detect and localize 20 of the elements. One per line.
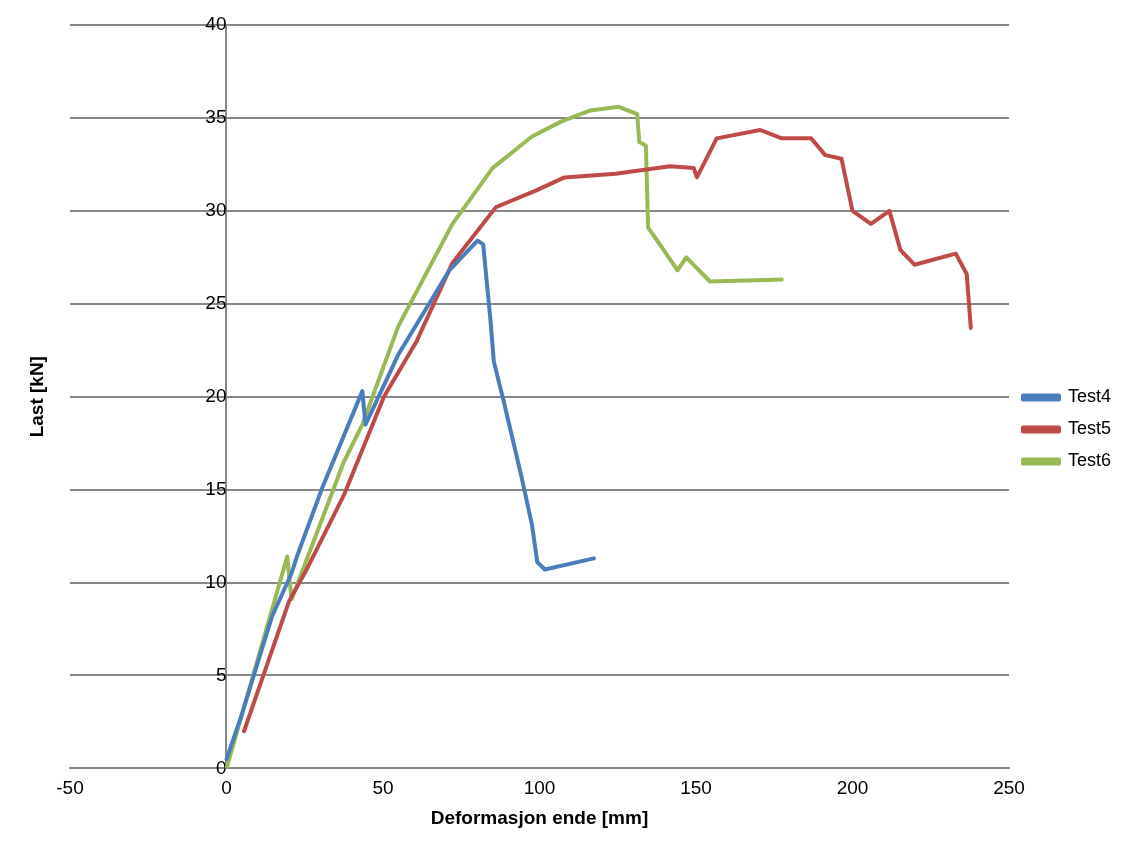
legend-label: Test5 bbox=[1067, 418, 1112, 439]
x-tick-label: -50 bbox=[56, 777, 84, 799]
y-axis-title: Last [kN] bbox=[26, 356, 48, 438]
y-tick-label: 0 bbox=[215, 756, 227, 778]
x-tick-label: 150 bbox=[680, 777, 712, 799]
x-tick-label: 100 bbox=[523, 777, 556, 799]
y-tick-label: 35 bbox=[205, 106, 227, 128]
y-tick-label: 10 bbox=[205, 570, 227, 592]
legend-label: Test6 bbox=[1067, 450, 1112, 471]
y-tick-label: 25 bbox=[205, 292, 227, 314]
x-axis-title: Deformasjon ende [mm] bbox=[430, 806, 649, 828]
x-tick-label: 250 bbox=[993, 777, 1025, 799]
x-tick-label: 200 bbox=[836, 777, 869, 799]
y-tick-label: 15 bbox=[205, 477, 227, 499]
legend-label: Test4 bbox=[1067, 386, 1112, 407]
y-tick-label: 20 bbox=[205, 384, 227, 406]
y-tick-label: 30 bbox=[205, 199, 227, 221]
y-tick-label: 5 bbox=[215, 663, 227, 685]
x-tick-label: 50 bbox=[372, 777, 394, 799]
y-tick-label: 40 bbox=[205, 13, 227, 35]
